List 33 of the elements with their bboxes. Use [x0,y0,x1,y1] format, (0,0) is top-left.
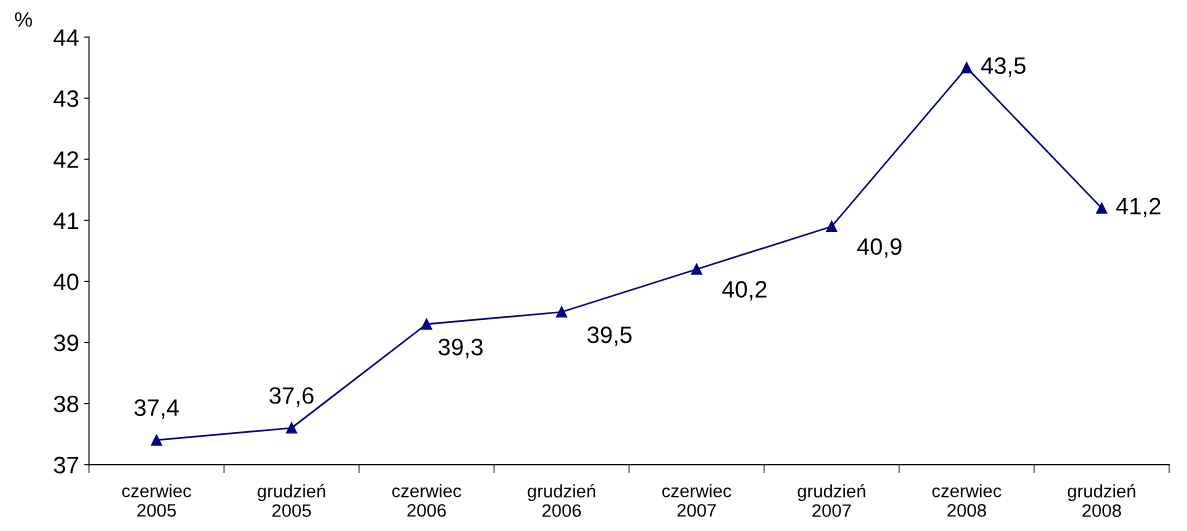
x-tick-label: grudzień 2005 [257,484,326,517]
data-label: 39,5 [587,326,632,346]
y-axis-title: % [14,12,33,27]
data-label: 41,2 [1116,197,1161,218]
y-tick-label: 38 [53,395,79,413]
x-tick-label: czerwiec 2008 [932,484,1002,517]
x-tick-label: grudzień 2008 [1067,484,1136,517]
x-tick-label: grudzień 2006 [527,484,596,517]
point [421,318,433,330]
x-tick-label: czerwiec 2007 [662,484,732,517]
data-label: 40,9 [857,238,902,258]
data-label: 40,2 [722,280,767,301]
data-label: 37,6 [269,387,314,407]
x-tick-label: grudzień 2007 [797,484,866,517]
point [286,422,298,434]
data-label: 39,3 [438,338,483,359]
y-tick-label: 41 [53,212,79,229]
y-tick-label: 44 [53,29,79,46]
point [150,434,163,446]
x-tick-label: czerwiec 2006 [392,484,462,517]
point [826,220,838,233]
x-tick-label: czerwiec 2005 [122,484,192,517]
y-tick-label: 43 [53,90,79,108]
point [556,306,568,318]
y-tick-label: 40 [53,273,79,291]
data-label: 37,4 [134,399,179,419]
point [961,62,973,74]
point [691,263,703,275]
y-tick-label: 37 [53,456,79,474]
point [1096,202,1108,214]
y-tick-label: 42 [53,151,79,168]
data-label: 43,5 [981,57,1026,77]
y-tick-label: 39 [53,334,79,352]
